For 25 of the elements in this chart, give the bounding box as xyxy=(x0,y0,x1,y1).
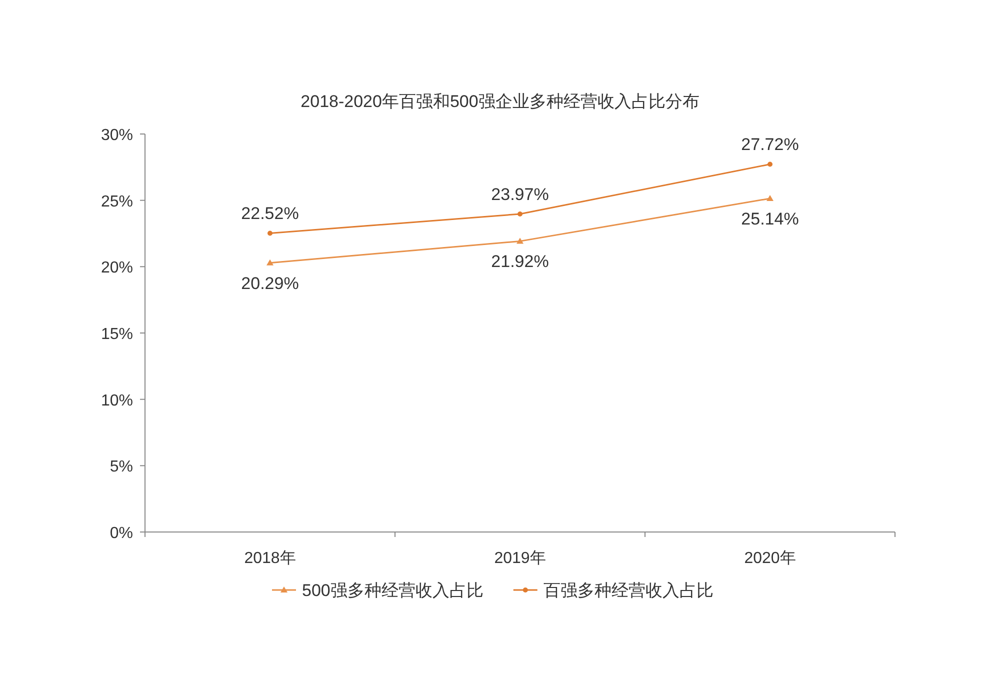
x-tick-label: 2018年 xyxy=(244,550,296,567)
point xyxy=(768,162,772,167)
point xyxy=(266,259,274,266)
data-label: 23.97% xyxy=(491,185,549,204)
y-tick-label: 15% xyxy=(100,326,133,343)
y-tick-label: 30% xyxy=(100,127,133,144)
y-tick-label: 25% xyxy=(100,193,133,210)
data-label: 21.92% xyxy=(491,252,549,272)
legend-label: 百强多种经营收入占比 xyxy=(543,581,714,600)
point xyxy=(518,212,522,216)
y-tick-label: 5% xyxy=(110,458,133,476)
x-tick-label: 2020年 xyxy=(744,550,796,567)
chart-title: 2018-2020年百强和500强企业多种经营收入占比分布 xyxy=(300,92,700,111)
point xyxy=(268,230,272,236)
point xyxy=(766,194,774,201)
data-label: 20.29% xyxy=(241,274,299,293)
data-label: 25.14% xyxy=(741,209,799,228)
y-tick-label: 20% xyxy=(100,260,133,277)
data-label: 22.52% xyxy=(241,204,299,224)
point xyxy=(516,238,524,244)
y-tick-label: 0% xyxy=(110,525,133,542)
data-label: 27.72% xyxy=(741,135,799,154)
y-tick-label: 10% xyxy=(100,392,133,410)
legend-label: 500强多种经营收入占比 xyxy=(302,581,484,600)
x-tick-label: 2019年 xyxy=(494,550,546,567)
